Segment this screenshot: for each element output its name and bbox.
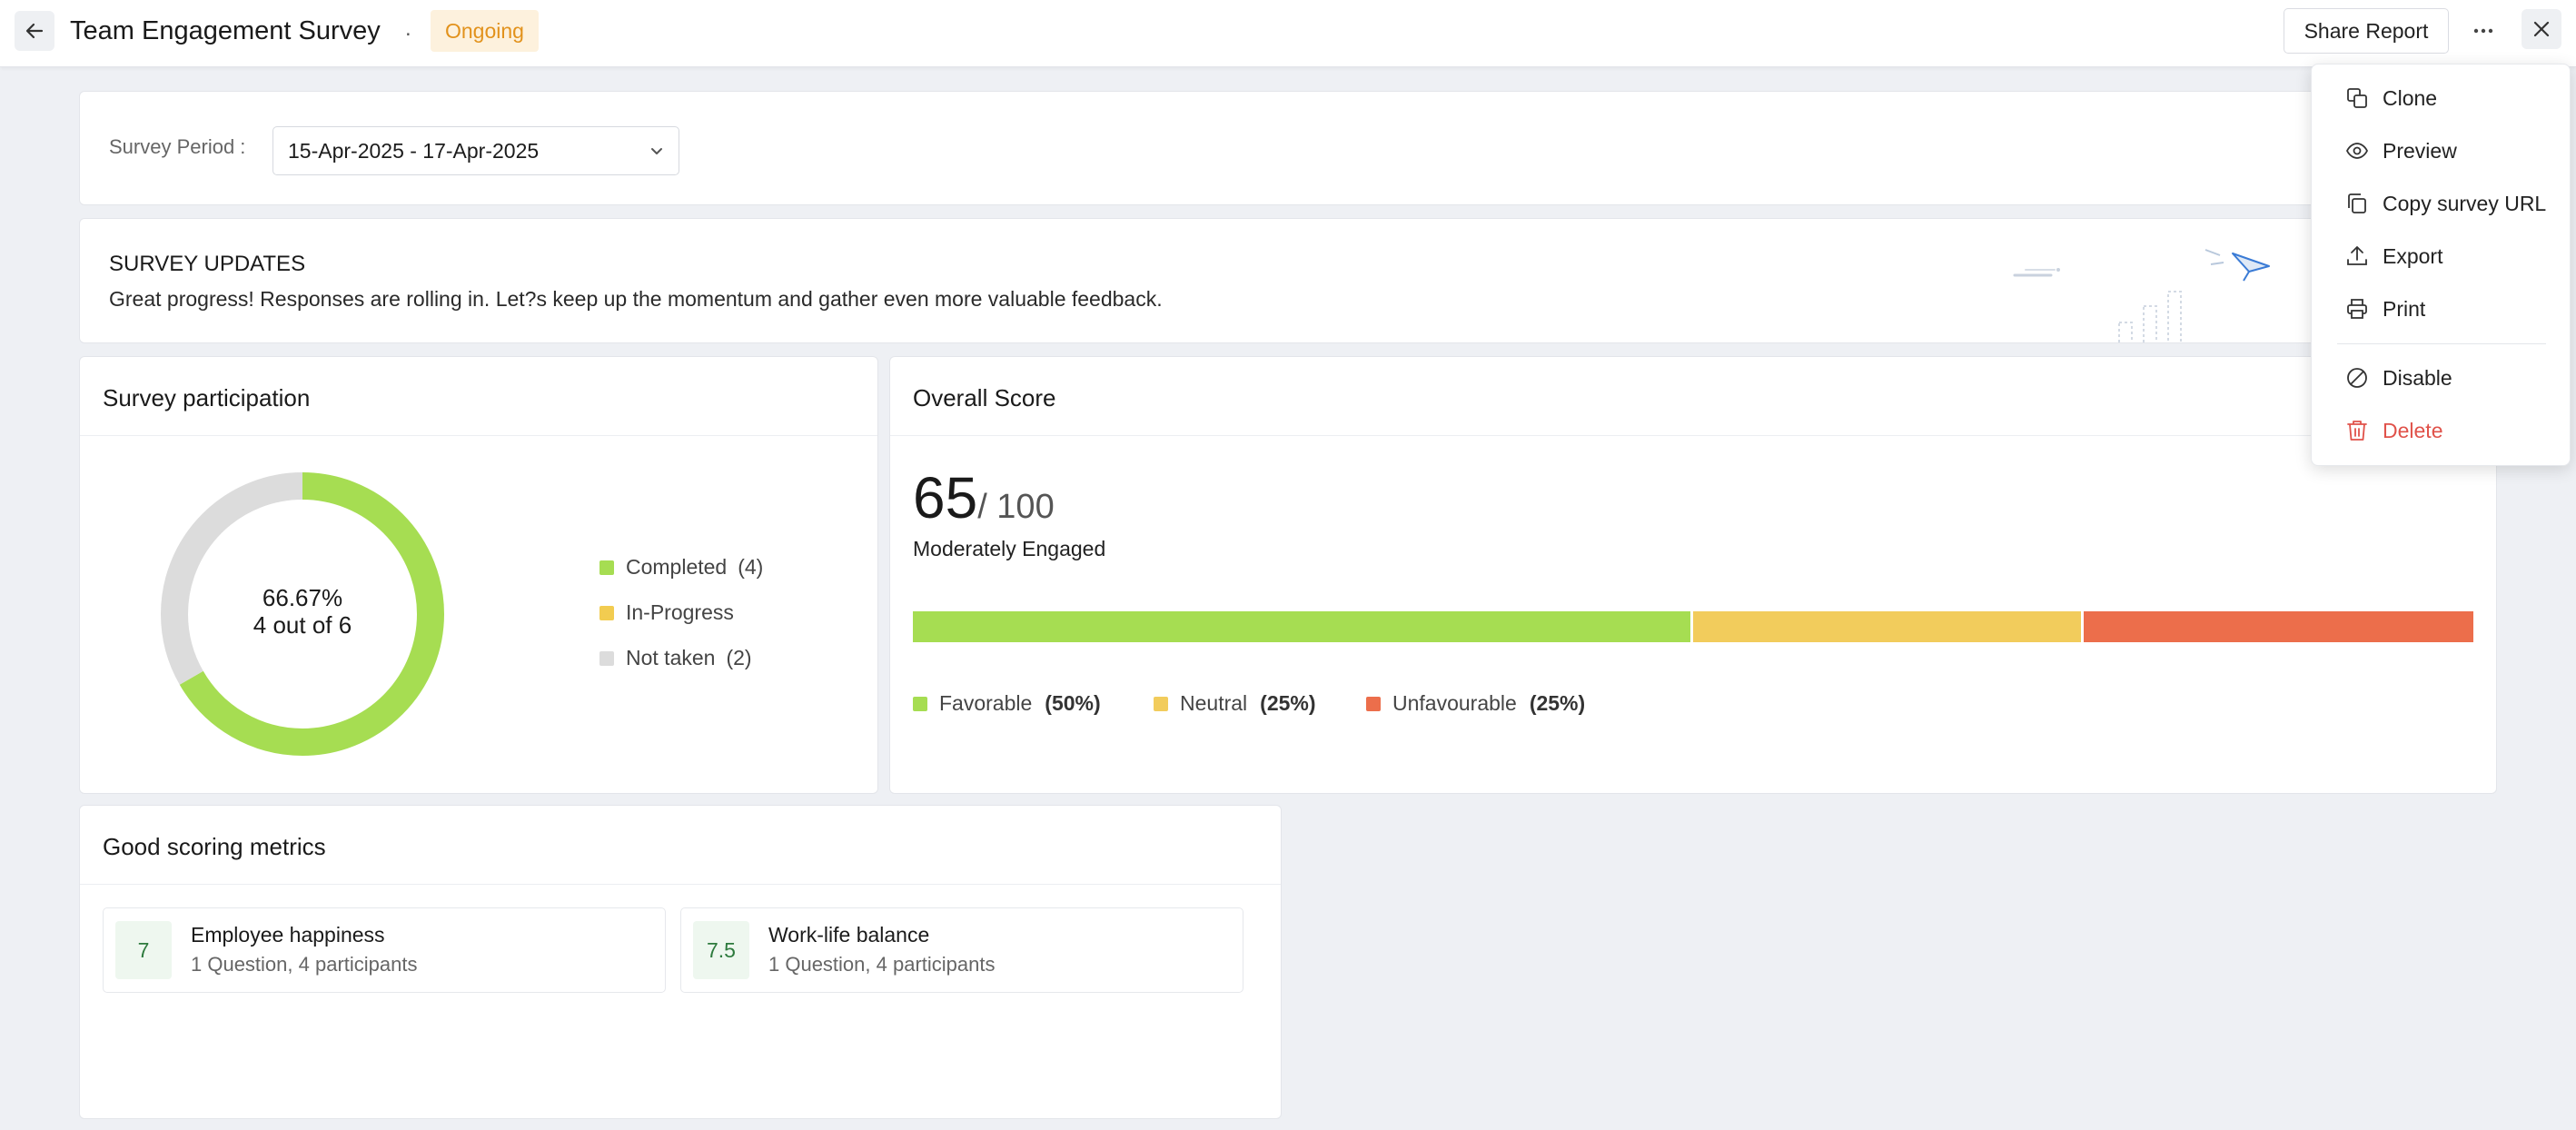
progress-illustration-icon	[2013, 249, 2270, 342]
eye-icon	[2345, 143, 2369, 159]
menu-item-print[interactable]: Print	[2312, 286, 2571, 332]
engagement-level-label: Moderately Engaged	[913, 537, 1106, 560]
legend-completed: Completed (4)	[599, 555, 763, 580]
legend-favorable: Favorable (50%)	[913, 691, 1101, 716]
score-number: 65	[913, 465, 978, 530]
donut-center-percent: 66.67%	[262, 584, 343, 611]
title-separator: .	[405, 16, 411, 41]
menu-item-delete[interactable]: Delete	[2312, 408, 2571, 453]
good-scoring-metrics-card: Good scoring metrics 7 Employee happines…	[79, 805, 1282, 1119]
metric-card-work-life-balance[interactable]: 7.5 Work-life balance 1 Question, 4 part…	[680, 907, 1243, 993]
close-icon	[2533, 21, 2550, 37]
metric-subtitle: 1 Question, 4 participants	[191, 953, 418, 976]
legend-count: (2)	[726, 646, 752, 669]
clone-icon	[2347, 88, 2367, 108]
menu-item-export[interactable]: Export	[2312, 233, 2571, 279]
filter-card: Survey Period : 15-Apr-2025 - 17-Apr-202…	[79, 91, 2497, 205]
good-scoring-metrics-title: Good scoring metrics	[103, 833, 326, 860]
menu-divider	[2337, 343, 2546, 344]
legend-label: Unfavourable	[1392, 691, 1517, 715]
divider	[890, 435, 2496, 436]
legend-label: In-Progress	[626, 600, 734, 624]
more-horizontal-icon	[2473, 28, 2493, 34]
metric-subtitle: 1 Question, 4 participants	[768, 953, 996, 976]
trash-icon	[2347, 421, 2367, 441]
legend-percent: (50%)	[1045, 691, 1101, 715]
menu-item-disable[interactable]: Disable	[2312, 355, 2571, 401]
overall-score-value: 65/ 100	[913, 464, 1055, 531]
legend-swatch-neutral	[1154, 696, 1168, 711]
legend-label: Not taken	[626, 646, 716, 669]
chevron-down-icon	[651, 148, 662, 154]
legend-swatch-completed	[599, 560, 614, 575]
share-report-button[interactable]: Share Report	[2284, 8, 2449, 54]
menu-item-label: Copy survey URL	[2383, 191, 2547, 215]
menu-item-label: Disable	[2383, 365, 2452, 390]
more-options-menu: Clone Preview Copy survey URL Export Pri…	[2311, 64, 2571, 466]
survey-participation-card: Survey participation 66.67% 4 out of 6 C…	[79, 356, 878, 794]
menu-item-clone[interactable]: Clone	[2312, 75, 2571, 121]
metric-name: Employee happiness	[191, 923, 385, 947]
more-options-button[interactable]	[2463, 9, 2503, 53]
survey-updates-text: Great progress! Responses are rolling in…	[109, 287, 1163, 311]
legend-percent: (25%)	[1529, 691, 1586, 715]
legend-not-taken: Not taken (2)	[599, 646, 752, 670]
legend-swatch-in-progress	[599, 605, 614, 620]
score-distribution-bar	[913, 611, 2473, 642]
bar-segment-neutral	[1693, 611, 2081, 642]
metric-score: 7.5	[693, 921, 749, 979]
legend-neutral: Neutral (25%)	[1154, 691, 1316, 716]
score-max: / 100	[977, 488, 1055, 526]
survey-period-value: 15-Apr-2025 - 17-Apr-2025	[288, 139, 540, 163]
menu-item-label: Clone	[2383, 85, 2438, 110]
ban-icon	[2347, 368, 2367, 388]
legend-swatch-not-taken	[599, 650, 614, 666]
divider	[80, 435, 877, 436]
survey-updates-title: SURVEY UPDATES	[109, 252, 306, 276]
bar-segment-favorable	[913, 611, 1690, 642]
status-badge: Ongoing	[431, 10, 539, 52]
metric-name: Work-life balance	[768, 923, 930, 947]
legend-label: Favorable	[939, 691, 1033, 715]
close-button[interactable]	[2522, 9, 2561, 49]
legend-percent: (25%)	[1260, 691, 1316, 715]
menu-item-label: Delete	[2383, 418, 2443, 442]
legend-in-progress: In-Progress	[599, 600, 734, 625]
survey-period-select[interactable]: 15-Apr-2025 - 17-Apr-2025	[272, 126, 679, 175]
menu-item-copy-survey-url[interactable]: Copy survey URL	[2312, 181, 2571, 226]
legend-count: (4)	[738, 555, 764, 579]
menu-item-label: Print	[2383, 296, 2426, 321]
survey-updates-card: SURVEY UPDATES Great progress! Responses…	[79, 218, 2497, 343]
copy-icon	[2348, 193, 2366, 213]
divider	[80, 884, 1281, 885]
bar-segment-unfavourable	[2083, 611, 2473, 642]
survey-period-label: Survey Period :	[109, 135, 246, 158]
back-button[interactable]	[15, 11, 54, 51]
survey-participation-title: Survey participation	[103, 384, 311, 411]
overall-score-title: Overall Score	[913, 384, 1056, 411]
arrow-left-icon	[25, 23, 44, 39]
menu-item-label: Preview	[2383, 138, 2457, 163]
metric-score: 7	[115, 921, 172, 979]
upload-icon	[2347, 246, 2367, 265]
legend-label: Completed	[626, 555, 728, 579]
top-bar: Team Engagement Survey . Ongoing Share R…	[0, 0, 2576, 67]
donut-slice-not-taken	[161, 472, 444, 756]
printer-icon	[2347, 299, 2367, 319]
participation-donut-chart	[161, 472, 444, 756]
donut-center-sub: 4 out of 6	[253, 611, 352, 639]
legend-swatch-favorable	[913, 696, 927, 711]
legend-label: Neutral	[1180, 691, 1248, 715]
legend-unfavourable: Unfavourable (25%)	[1366, 691, 1585, 716]
metric-card-employee-happiness[interactable]: 7 Employee happiness 1 Question, 4 parti…	[103, 907, 666, 993]
overall-score-card: Overall Score 65/ 100 Moderately Engaged…	[889, 356, 2497, 794]
menu-item-label: Export	[2383, 243, 2443, 268]
page-title: Team Engagement Survey	[70, 16, 381, 45]
legend-swatch-unfavourable	[1366, 696, 1381, 711]
menu-item-preview[interactable]: Preview	[2312, 128, 2571, 173]
